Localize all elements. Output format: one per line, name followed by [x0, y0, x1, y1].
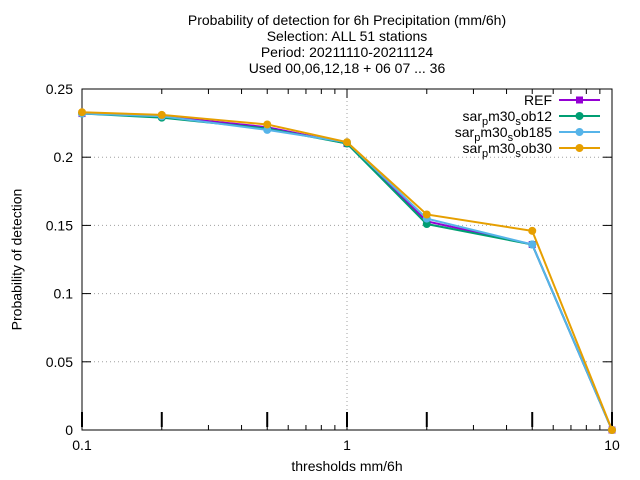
legend-label-part: REF: [524, 92, 552, 108]
series-group: [78, 108, 616, 434]
legend-marker: [575, 128, 584, 136]
legend-entry-0: REF: [524, 92, 600, 108]
legend-entry-1: sarpm30sob12: [463, 108, 600, 128]
y-tick-label: 0.05: [46, 354, 73, 370]
title-line: Probability of detection for 6h Precipit…: [188, 12, 506, 28]
chart-title: Probability of detection for 6h Precipit…: [188, 12, 506, 76]
legend-marker: [575, 112, 584, 120]
x-tick-label: 0.1: [72, 437, 92, 453]
title-line: Period: 20211110-20211124: [261, 44, 434, 60]
data-point: [608, 426, 616, 434]
series-3: [78, 108, 616, 434]
data-point: [528, 240, 537, 249]
data-point: [263, 120, 272, 129]
legend-marker: [576, 96, 583, 104]
legend-label-part: p: [474, 132, 480, 144]
data-point: [78, 108, 86, 117]
legend-label-part: s: [515, 116, 521, 128]
y-tick-label: 0.25: [46, 81, 73, 97]
title-line: Used 00,06,12,18 + 06 07 ... 36: [249, 60, 446, 76]
x-axis-label: thresholds mm/6h: [291, 458, 402, 474]
plot-frame: [81, 88, 613, 431]
x-tick-labels: 0.1 1 10: [72, 437, 620, 453]
legend-label-part: p: [482, 116, 488, 128]
legend-label-part: m30: [488, 108, 515, 124]
legend-label-part: ob12: [521, 108, 552, 124]
legend-label-part: ob30: [521, 140, 552, 156]
data-point: [528, 226, 537, 235]
legend-label-part: sar: [463, 140, 483, 156]
y-tick-labels: 0 0.05 0.1 0.15 0.2 0.25: [46, 81, 73, 438]
grid: [82, 89, 612, 430]
legend-label: sarpm30sob30: [463, 140, 553, 160]
series-0: [78, 110, 616, 434]
legend-label: REF: [524, 92, 552, 108]
legend-label-part: sar: [463, 108, 483, 124]
y-tick-label: 0: [65, 422, 73, 438]
y-tick-label: 0.15: [46, 217, 73, 233]
legend-label-part: m30: [488, 140, 515, 156]
series-line: [81, 111, 613, 431]
legend-label-part: s: [515, 148, 521, 160]
legend-label-part: ob185: [513, 124, 552, 140]
data-point: [157, 110, 166, 119]
y-tick-label: 0.2: [54, 149, 74, 165]
x-tick-label: 1: [343, 437, 351, 453]
legend-marker: [575, 144, 584, 152]
legend-entry-3: sarpm30sob30: [463, 140, 600, 160]
legend-label-part: m30: [480, 124, 507, 140]
legend-label-part: sar: [455, 124, 475, 140]
legend-label: sarpm30sob12: [463, 108, 553, 128]
data-point: [343, 138, 351, 147]
data-point: [422, 210, 431, 219]
legend-label-part: p: [482, 148, 488, 160]
y-axis-label: Probability of detection: [9, 189, 25, 331]
legend-entry-2: sarpm30sob185: [455, 124, 600, 144]
x-tick-label: 10: [604, 437, 620, 453]
legend-label-part: s: [508, 132, 514, 144]
legend-label: sarpm30sob185: [455, 124, 552, 144]
title-line: Selection: ALL 51 stations: [267, 28, 428, 44]
sample-ticks: [81, 412, 613, 427]
y-tick-label: 0.1: [54, 286, 74, 302]
